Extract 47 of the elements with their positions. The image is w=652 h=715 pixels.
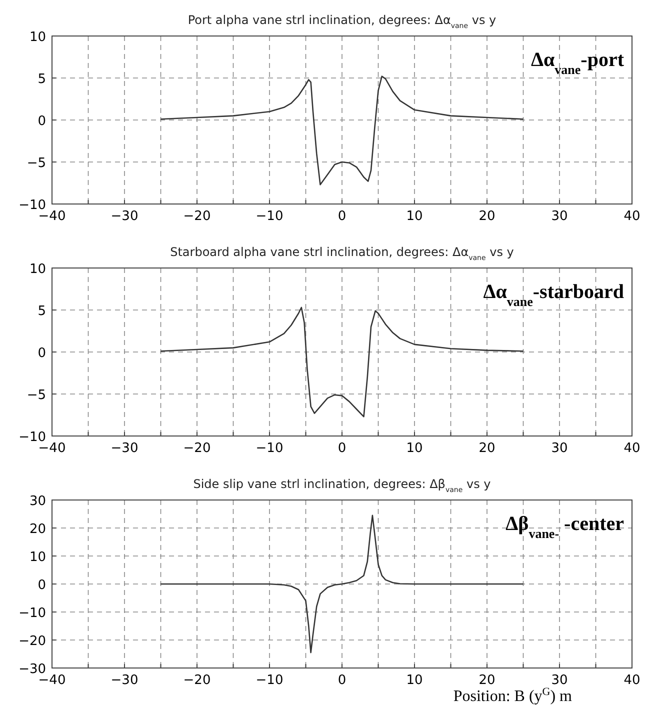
x-tick-label: −10 [256, 209, 284, 224]
x-tick-label: −30 [110, 441, 138, 456]
x-tick-label: 10 [406, 673, 423, 688]
y-tick-label: 5 [38, 304, 46, 319]
y-tick-label: 30 [29, 494, 46, 509]
y-tick-label: −10 [18, 606, 46, 621]
x-axis-title: Position: B (y$^{G}$) m [453, 686, 573, 705]
x-tick-label: 20 [478, 441, 496, 456]
x-tick-label: −10 [256, 441, 284, 456]
x-tick-label: 30 [551, 441, 568, 456]
y-tick-label: 10 [29, 30, 46, 45]
x-tick-label: 0 [338, 441, 346, 456]
x-tick-label: 30 [551, 209, 568, 224]
x-tick-label: −20 [183, 673, 211, 688]
annotation: Δα$_{vane}$-starboard [483, 281, 624, 308]
x-tick-label: 20 [478, 673, 496, 688]
annotation: Δα$_{vane}$-port [530, 49, 624, 76]
y-tick-label: 0 [38, 346, 46, 361]
line-series [160, 306, 524, 418]
chart-title: Side slip vane strl inclination, degrees: Δβ$_{vane}$ vs y [193, 477, 491, 494]
x-tick-label: −30 [110, 673, 138, 688]
x-tick-label: 40 [624, 441, 640, 456]
y-tick-label: 10 [29, 262, 46, 277]
x-tick-label: −10 [256, 673, 284, 688]
line-series [160, 76, 524, 186]
x-tick-label: −30 [110, 209, 138, 224]
annotation: Δβ$_{vane-}$ -center [506, 513, 624, 540]
y-tick-label: 0 [38, 578, 46, 593]
x-tick-label: 0 [338, 673, 346, 688]
x-tick-label: 10 [406, 441, 423, 456]
y-tick-label: 5 [38, 72, 46, 87]
x-tick-label: 40 [624, 673, 640, 688]
y-tick-label: 0 [38, 114, 46, 129]
x-tick-label: 20 [478, 209, 496, 224]
x-tick-label: −20 [183, 209, 211, 224]
x-tick-label: 30 [551, 673, 568, 688]
y-tick-label: −5 [26, 156, 46, 171]
x-tick-label: 0 [338, 209, 346, 224]
y-tick-label: −20 [18, 634, 46, 649]
x-tick-label: −20 [183, 441, 211, 456]
y-tick-label: 20 [29, 522, 46, 537]
x-tick-label: 10 [406, 209, 423, 224]
x-tick-label: 40 [624, 209, 640, 224]
y-tick-label: 10 [29, 550, 46, 565]
y-tick-label: −5 [26, 388, 46, 403]
chart-title: Port alpha vane strl inclination, degrees: Δα$_{vane}$ vs y [188, 13, 496, 30]
chart-title: Starboard alpha vane strl inclination, degrees: Δα$_{vane}$ vs y [170, 245, 514, 262]
